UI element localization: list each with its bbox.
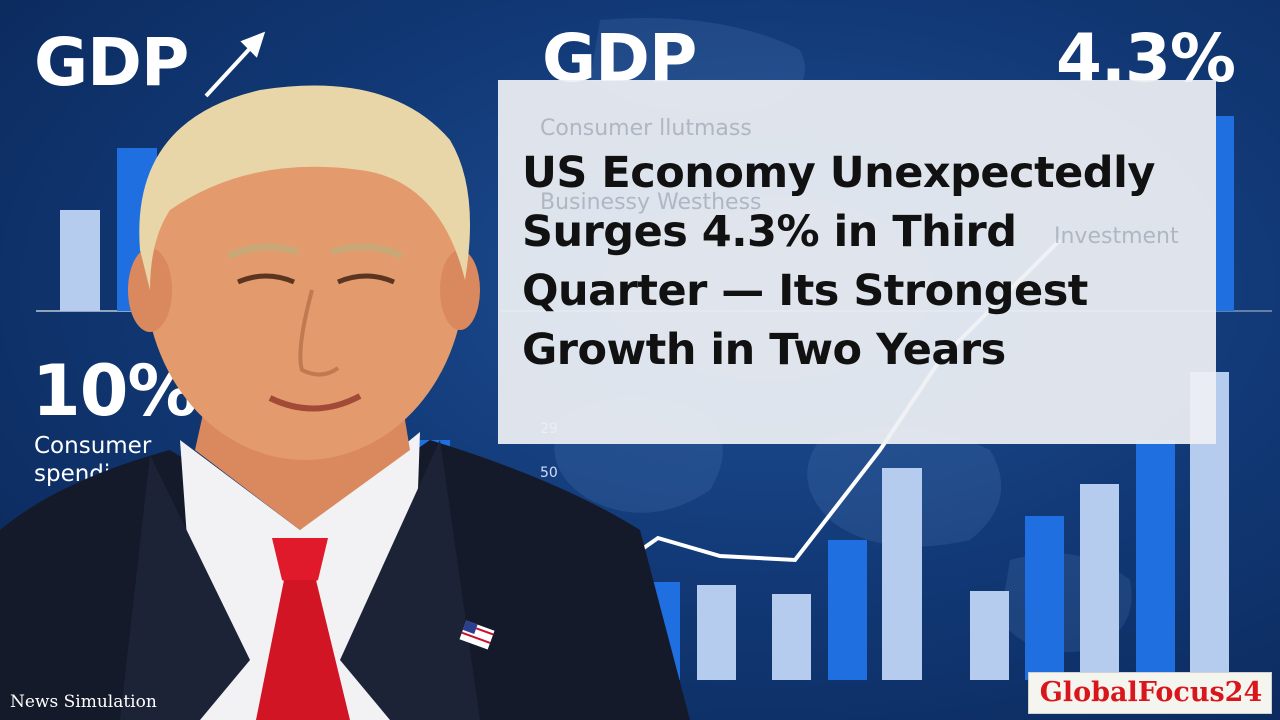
ghost-text: Consumer llutmass	[540, 116, 752, 141]
right-ear	[440, 250, 480, 330]
right-edge-bar	[1216, 116, 1234, 311]
lower-bar	[697, 585, 736, 680]
ghost-text: Businessy Westhess	[540, 190, 762, 215]
tie-knot	[272, 538, 328, 588]
right-lapel	[340, 440, 480, 720]
lower-bar	[1136, 440, 1175, 680]
flag-pin-icon	[459, 620, 495, 650]
brand-name: GlobalFocus24	[1039, 677, 1263, 708]
tie	[256, 580, 350, 720]
left-bar-1	[60, 210, 100, 311]
right-eye	[337, 273, 395, 285]
lower-bar	[882, 468, 922, 680]
ghost-text: Investment	[1054, 224, 1179, 249]
lower-bar	[772, 594, 811, 680]
lower-bar	[1025, 516, 1064, 680]
up-arrow-icon	[204, 31, 266, 98]
headline-text: US Economy Unexpectedly Surges 4.3% in T…	[522, 148, 1155, 375]
headline-card: Consumer llutmass Businessy Westhess Inv…	[498, 80, 1216, 444]
left-lapel	[120, 455, 250, 720]
face	[145, 90, 465, 460]
lower-bar	[970, 591, 1009, 680]
right-brow	[330, 243, 404, 260]
mouth	[268, 393, 362, 412]
left-brow	[226, 243, 300, 260]
brand-badge: GlobalFocus24	[1028, 672, 1272, 714]
left-eye	[237, 273, 295, 285]
hair	[139, 85, 471, 290]
nose	[298, 289, 340, 377]
lower-bar	[1080, 484, 1119, 680]
chart-tick-label: 50	[540, 465, 558, 481]
person-portrait	[0, 85, 690, 720]
gdp-label-left: GDP	[34, 24, 189, 101]
lower-bar	[828, 540, 867, 680]
news-simulation-watermark: News Simulation	[10, 692, 157, 712]
